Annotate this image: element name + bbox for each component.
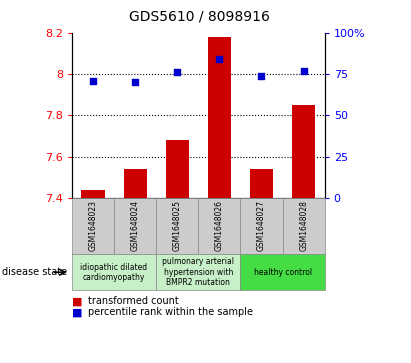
Text: GSM1648024: GSM1648024: [131, 200, 140, 252]
Text: GDS5610 / 8098916: GDS5610 / 8098916: [129, 9, 270, 23]
Text: ■: ■: [72, 307, 83, 317]
Text: GSM1648027: GSM1648027: [257, 200, 266, 252]
Point: [132, 79, 139, 85]
Text: pulmonary arterial
hypertension with
BMPR2 mutation: pulmonary arterial hypertension with BMP…: [162, 257, 234, 287]
Text: GSM1648028: GSM1648028: [299, 200, 308, 252]
Bar: [81, 189, 104, 198]
Text: GSM1648023: GSM1648023: [88, 200, 97, 252]
Text: disease state: disease state: [2, 267, 67, 277]
Point: [90, 78, 96, 83]
Point: [216, 56, 223, 62]
Text: idiopathic dilated
cardiomyopathy: idiopathic dilated cardiomyopathy: [81, 262, 148, 282]
Bar: [166, 140, 189, 198]
Text: ■: ■: [72, 296, 83, 306]
Text: percentile rank within the sample: percentile rank within the sample: [88, 307, 253, 317]
Bar: [208, 37, 231, 198]
Text: healthy control: healthy control: [254, 268, 312, 277]
Text: GSM1648026: GSM1648026: [215, 200, 224, 252]
Bar: [250, 169, 273, 198]
Text: transformed count: transformed count: [88, 296, 179, 306]
Bar: [124, 169, 147, 198]
Point: [258, 73, 265, 78]
Point: [300, 68, 307, 74]
Bar: [292, 105, 315, 198]
Text: GSM1648025: GSM1648025: [173, 200, 182, 252]
Point: [174, 69, 180, 75]
